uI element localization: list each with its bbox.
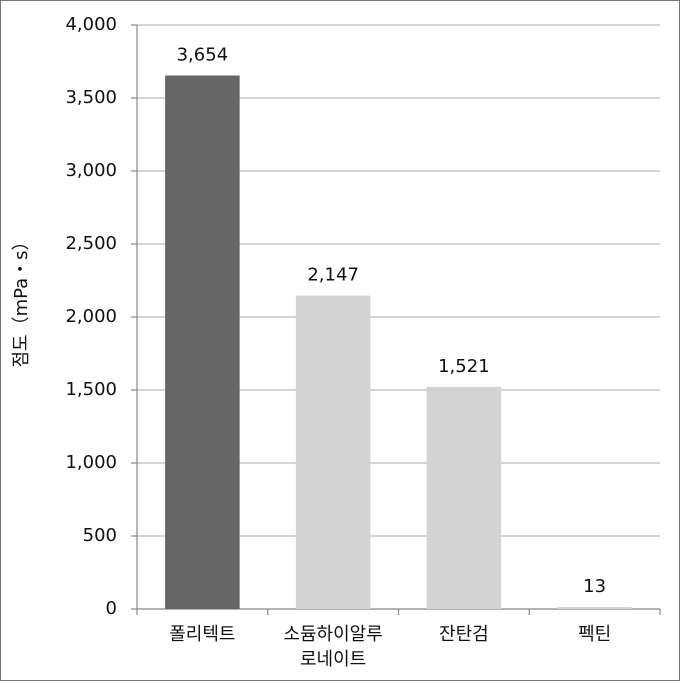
bar xyxy=(295,295,371,609)
y-tick-label: 2,500 xyxy=(65,233,117,254)
bar xyxy=(426,386,502,609)
y-tick-label: 3,500 xyxy=(65,87,117,108)
value-label: 3,654 xyxy=(177,45,229,66)
y-tick-label: 4,000 xyxy=(65,14,117,35)
bar xyxy=(165,75,240,610)
bar xyxy=(557,607,632,609)
x-tick-label: 로네이트 xyxy=(300,649,366,670)
y-tick-label: 1,000 xyxy=(65,452,117,473)
y-axis-label: 점도（mPa・s） xyxy=(11,232,32,367)
x-tick-label: 소듐하이알루 xyxy=(283,624,382,645)
y-tick-label: 3,000 xyxy=(65,160,117,181)
x-tick-label: 잔탄검 xyxy=(439,624,489,645)
value-label: 1,521 xyxy=(438,356,490,377)
y-tick-label: 2,000 xyxy=(65,306,117,327)
x-tick-label: 펙틴 xyxy=(578,624,611,645)
y-tick-label: 500 xyxy=(83,525,117,546)
y-tick-label: 1,500 xyxy=(65,379,117,400)
y-tick-label: 0 xyxy=(106,598,117,619)
value-label: 13 xyxy=(583,576,606,597)
x-tick-label: 폴리텍트 xyxy=(169,624,235,645)
value-label: 2,147 xyxy=(307,265,359,286)
